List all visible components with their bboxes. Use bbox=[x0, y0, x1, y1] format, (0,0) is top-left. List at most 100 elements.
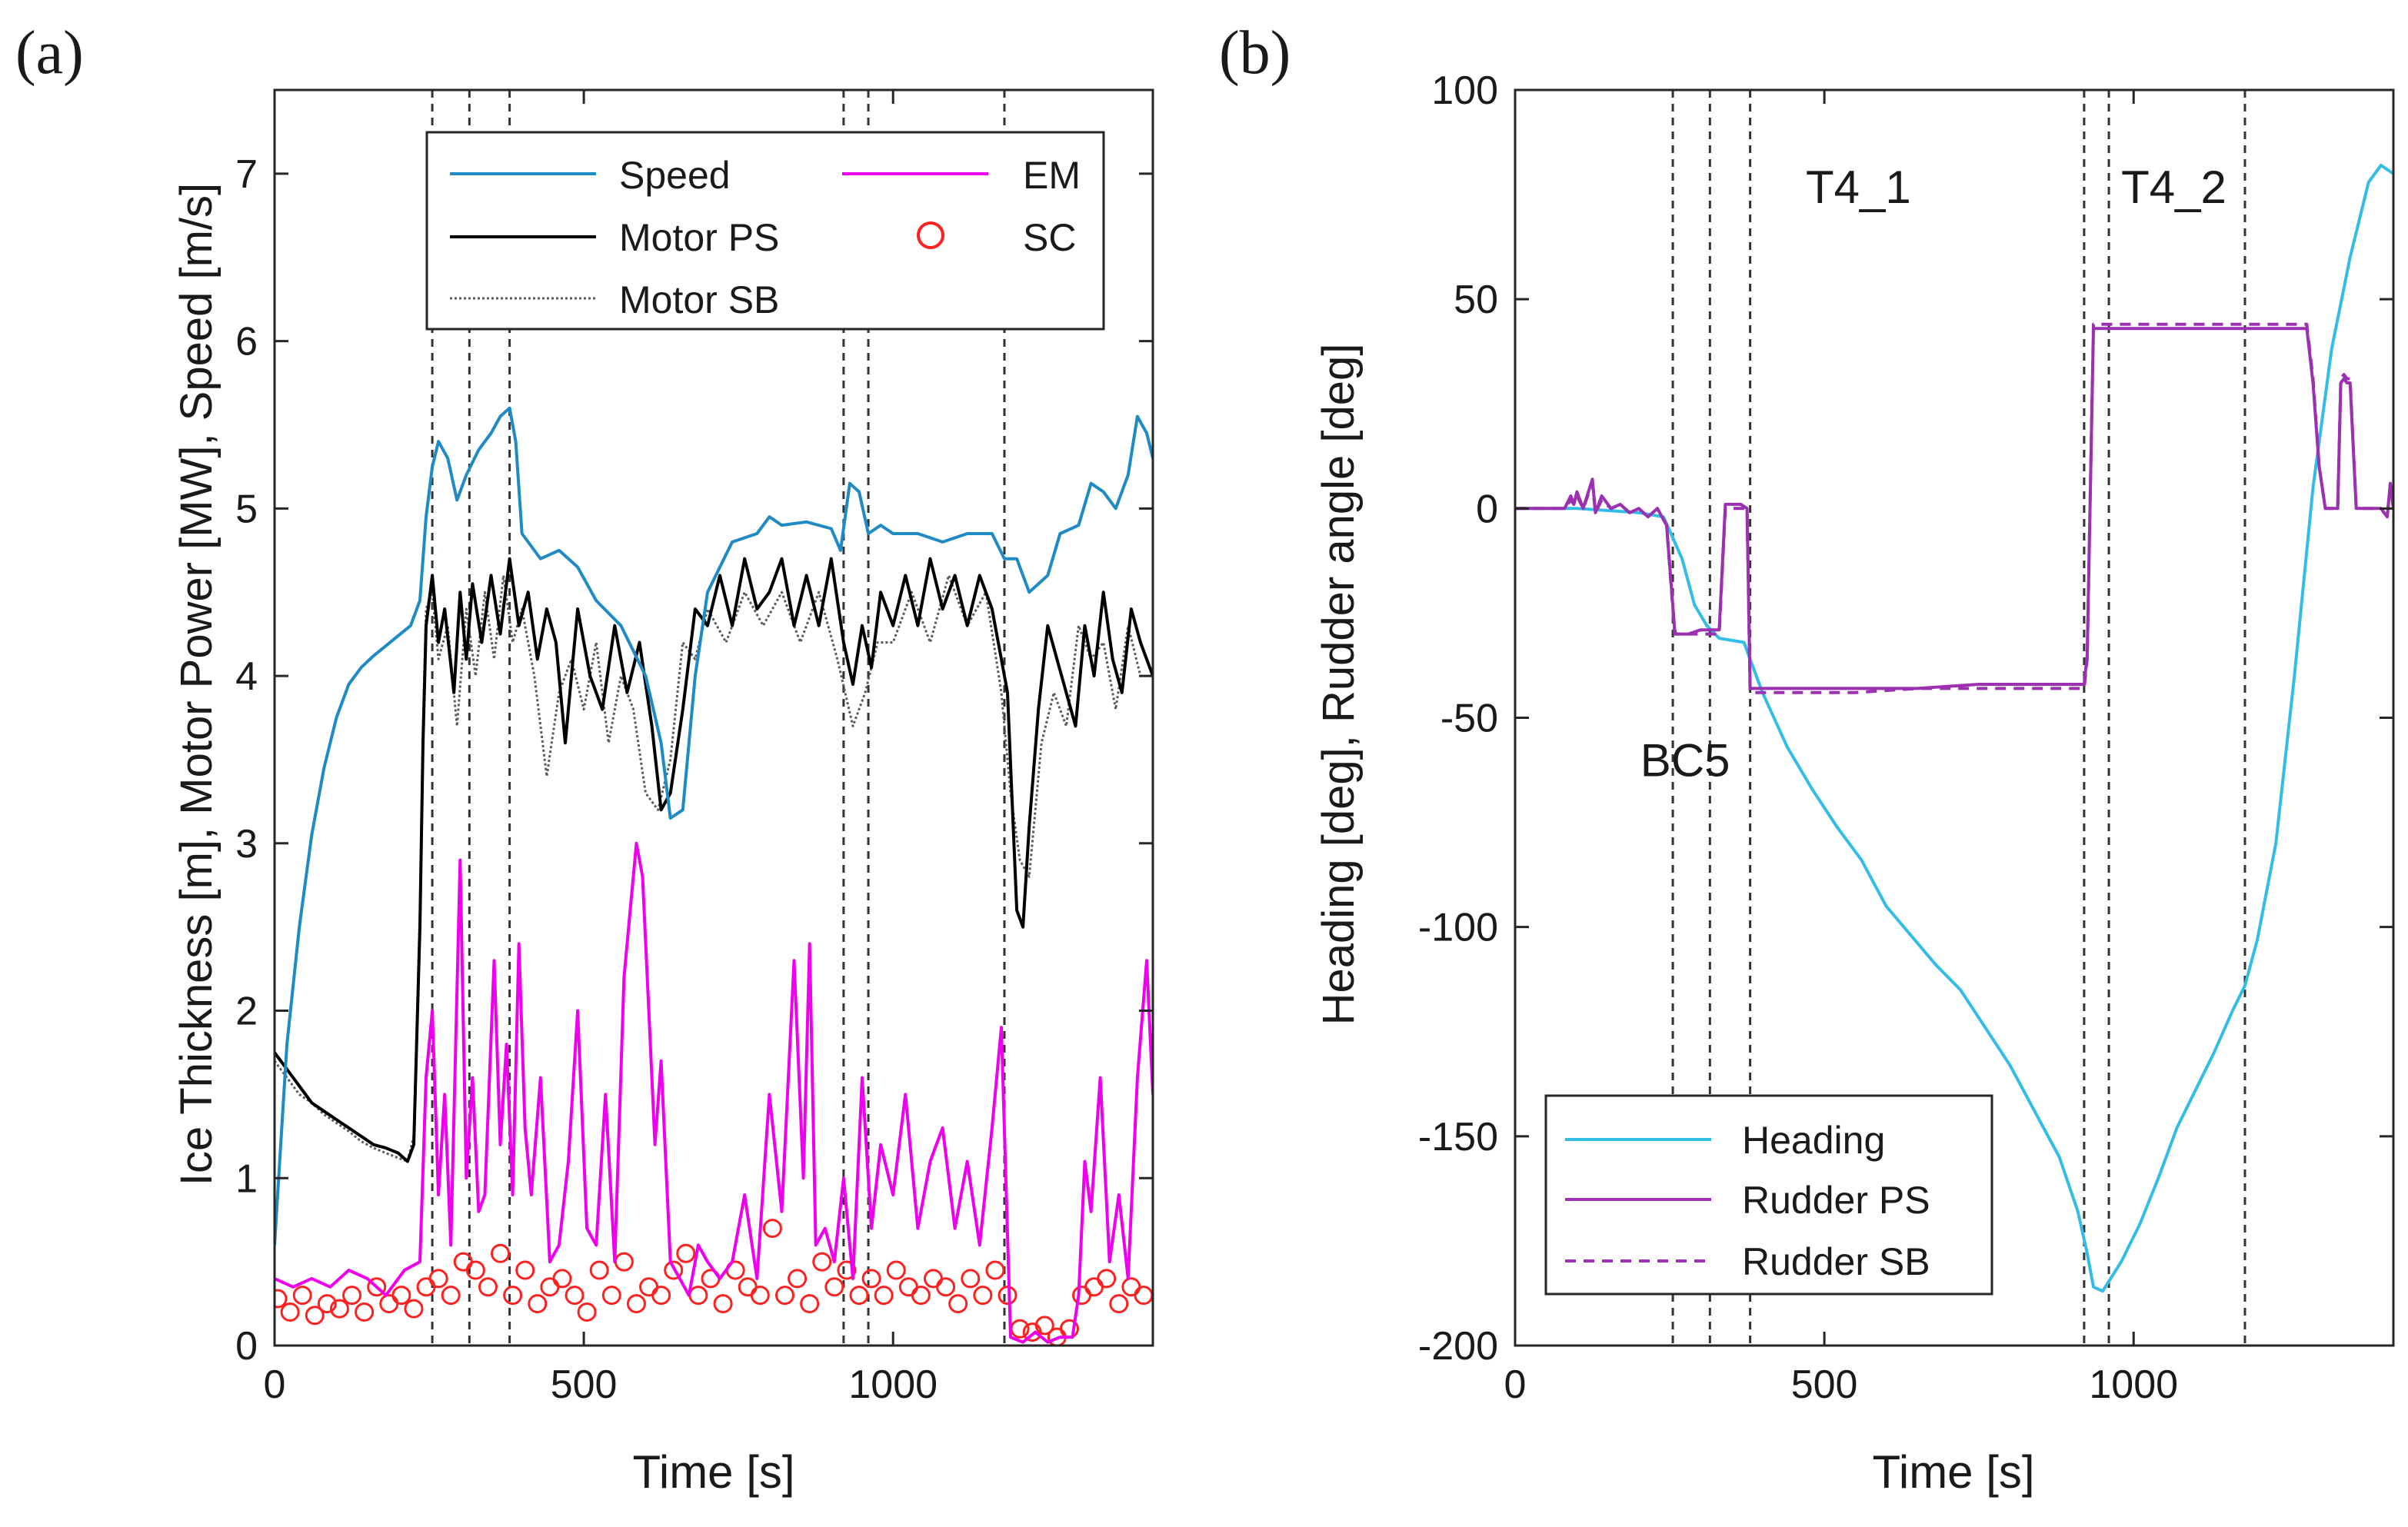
legend-box bbox=[425, 131, 1105, 331]
legend-label-em: EM bbox=[1023, 154, 1081, 197]
series-sc-point bbox=[639, 1277, 659, 1297]
legend-label-rudder-sb: Rudder SB bbox=[1742, 1240, 1930, 1283]
series-sc-point bbox=[688, 1286, 708, 1306]
series-sc-point bbox=[540, 1277, 560, 1297]
panel-b-plot-area bbox=[1515, 90, 2393, 1346]
series-sc-point bbox=[367, 1277, 387, 1297]
y-tick-label: 4 bbox=[235, 654, 258, 699]
series-sc-point bbox=[837, 1260, 857, 1280]
x-tick-label: 500 bbox=[551, 1362, 618, 1407]
legend-label-motor-sb: Motor SB bbox=[619, 278, 779, 321]
series-sc-point bbox=[812, 1252, 832, 1272]
y-tick-label: -100 bbox=[1418, 906, 1498, 950]
series-sc-point bbox=[614, 1252, 634, 1272]
series-sc-point bbox=[1072, 1286, 1092, 1306]
panel-a-axes-box bbox=[273, 88, 1154, 1347]
series-sc-point bbox=[441, 1286, 461, 1306]
y-tick-label: -200 bbox=[1418, 1324, 1498, 1369]
series-sc-point bbox=[379, 1294, 399, 1314]
panel-b-ylabel: Heading [deg], Rudder angle [deg] bbox=[1314, 344, 1364, 1026]
series-sc-point bbox=[465, 1260, 485, 1280]
y-tick-label: 7 bbox=[235, 152, 258, 197]
panel-a-xlabel: Time [s] bbox=[632, 1446, 794, 1498]
series-sc-point bbox=[961, 1269, 981, 1289]
y-tick-label: 6 bbox=[235, 320, 258, 364]
panel-a-legend: Speed Motor PS Motor SB EM SC bbox=[425, 131, 1105, 331]
series-sc-point bbox=[824, 1277, 844, 1297]
legend-box bbox=[1544, 1094, 1993, 1296]
series-sc-point bbox=[788, 1269, 808, 1289]
series-sc-point bbox=[800, 1294, 820, 1314]
series-sc-point bbox=[1084, 1277, 1104, 1297]
y-tick-label: 100 bbox=[1431, 68, 1498, 113]
series-sc-point bbox=[874, 1286, 894, 1306]
series-sc-point bbox=[565, 1286, 585, 1306]
series-sc-point bbox=[275, 1289, 288, 1309]
x-tick-label: 0 bbox=[1504, 1362, 1527, 1407]
series-sc-point bbox=[355, 1302, 375, 1322]
panel-a-ylabel: Ice Thickness [m], Motor Power [MW], Spe… bbox=[172, 183, 221, 1186]
series-sc-point bbox=[491, 1243, 511, 1263]
panel-b-ticks: 0 500 1000 -200 -150 -100 -50 0 50 100 bbox=[1418, 68, 2393, 1407]
series-sc-point bbox=[849, 1286, 869, 1306]
series-sc-point bbox=[998, 1286, 1017, 1306]
series-rudder-ps-line bbox=[1515, 327, 2393, 690]
series-sc-point bbox=[936, 1277, 956, 1297]
series-sc-point bbox=[738, 1277, 758, 1297]
series-sc-point bbox=[886, 1260, 906, 1280]
panel-b: (b) Heading [deg], Rudder angle [deg] Ti… bbox=[1219, 19, 2395, 1498]
annotation-t4-1: T4_1 bbox=[1806, 161, 1911, 213]
series-sc-point bbox=[391, 1286, 411, 1306]
y-tick-label: -50 bbox=[1440, 697, 1498, 741]
legend-label-motor-ps: Motor PS bbox=[619, 216, 779, 259]
series-em-line bbox=[275, 841, 1153, 1344]
series-sc-point bbox=[948, 1294, 968, 1314]
series-sc-point bbox=[317, 1294, 337, 1314]
annotation-bc5: BC5 bbox=[1640, 735, 1730, 787]
series-sc-point bbox=[861, 1269, 881, 1289]
series-motor-sb-line bbox=[275, 574, 1153, 1163]
series-sc-point bbox=[664, 1260, 684, 1280]
y-tick-label: 2 bbox=[235, 990, 258, 1034]
x-tick-label: 0 bbox=[264, 1362, 286, 1407]
series-sc-point bbox=[453, 1252, 473, 1272]
series-motor-ps-line bbox=[275, 557, 1153, 1163]
legend-label-heading: Heading bbox=[1742, 1119, 1885, 1162]
series-sc-point bbox=[329, 1299, 349, 1319]
series-sc-point bbox=[342, 1286, 362, 1306]
legend-label-speed: Speed bbox=[619, 154, 731, 197]
series-sc-point bbox=[713, 1294, 733, 1314]
y-tick-label: 3 bbox=[235, 822, 258, 867]
series-sc-point bbox=[898, 1277, 918, 1297]
series-sc-point bbox=[528, 1294, 548, 1314]
series-sc-point bbox=[552, 1269, 572, 1289]
panel-b-annotations: T4_1 T4_2 BC5 bbox=[1640, 161, 2226, 787]
series-sc-point bbox=[292, 1286, 312, 1306]
x-tick-label: 1000 bbox=[2089, 1362, 2178, 1407]
legend-label-rudder-ps: Rudder PS bbox=[1742, 1179, 1930, 1222]
legend-label-sc: SC bbox=[1023, 216, 1076, 259]
series-sc-point bbox=[478, 1277, 498, 1297]
series-sc-point bbox=[750, 1286, 770, 1306]
panel-b-xlabel: Time [s] bbox=[1872, 1446, 2034, 1498]
panel-b-legend: Heading Rudder PS Rudder SB bbox=[1544, 1094, 1993, 1296]
y-tick-label: 50 bbox=[1454, 278, 1498, 322]
series-sc-point bbox=[404, 1299, 424, 1319]
series-sc-point bbox=[280, 1302, 300, 1322]
series-sc-point bbox=[305, 1306, 325, 1326]
y-tick-label: 0 bbox=[235, 1324, 258, 1369]
series-sc-point bbox=[774, 1286, 794, 1306]
panel-a: (a) Ice Thickness [m], Motor Power [MW],… bbox=[15, 19, 1154, 1498]
panel-a-ticks: 0 500 1000 0 1 2 3 4 5 6 7 bbox=[235, 90, 1153, 1407]
series-sc-point bbox=[589, 1260, 609, 1280]
annotation-t4-2: T4_2 bbox=[2121, 161, 2226, 213]
series-sc-point bbox=[1134, 1286, 1153, 1306]
series-sc-point bbox=[1097, 1269, 1117, 1289]
x-tick-label: 500 bbox=[1791, 1362, 1858, 1407]
series-sc-point bbox=[428, 1269, 448, 1289]
series-sc-point bbox=[626, 1294, 646, 1314]
series-sc-point bbox=[503, 1286, 523, 1306]
series-sc-point bbox=[577, 1302, 597, 1322]
legend-swatch-sc bbox=[917, 221, 944, 249]
